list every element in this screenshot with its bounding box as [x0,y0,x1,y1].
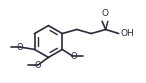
Text: O: O [101,9,108,18]
Text: O: O [71,52,77,61]
Text: OH: OH [120,29,134,38]
Text: O: O [16,42,23,52]
Text: O: O [34,61,41,70]
